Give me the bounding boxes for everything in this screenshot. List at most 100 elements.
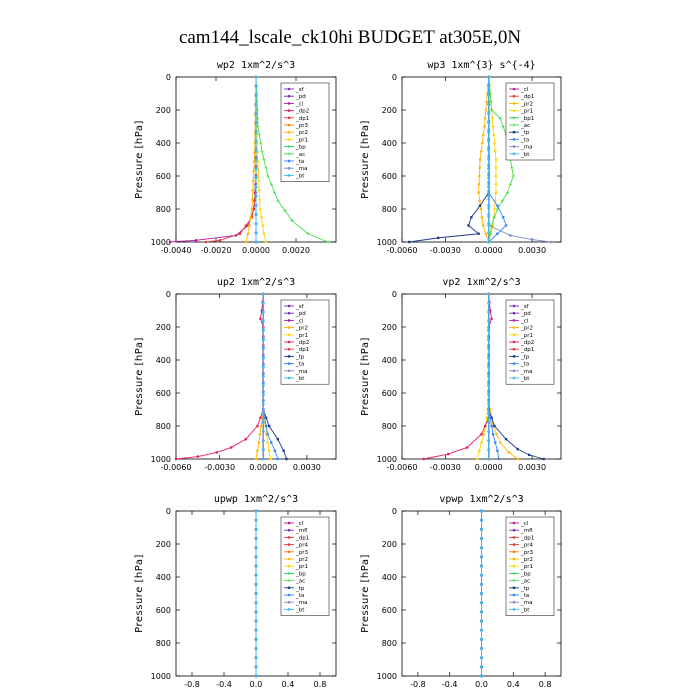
- legend-marker-pr2: [287, 326, 291, 329]
- data-point-pr1: [491, 125, 495, 128]
- x-tick-label: 0.0030: [518, 246, 546, 255]
- data-point-ac: [492, 215, 497, 219]
- data-point-pr1: [260, 215, 263, 219]
- data-point-bt: [487, 94, 491, 97]
- legend-marker-cl: [287, 102, 291, 105]
- legend-marker-pr1: [512, 564, 516, 568]
- data-point-ac: [256, 116, 260, 120]
- legend-marker-ta: [287, 362, 291, 365]
- data-point-ac: [511, 174, 515, 178]
- legend-marker-ac: [287, 152, 291, 156]
- panel-title: upwp 1xm^2/s^3: [214, 494, 298, 505]
- data-point-tp: [478, 204, 482, 207]
- legend-label: _pr4: [520, 543, 534, 549]
- legend-label: _pr1: [520, 109, 533, 115]
- data-point-bt: [254, 176, 258, 180]
- legend-label: _ac: [520, 579, 530, 585]
- data-point-pr2: [250, 207, 254, 211]
- data-point-pr2: [484, 108, 488, 112]
- legend-label: _pr3: [295, 123, 309, 129]
- legend-label: _pr2: [295, 130, 308, 136]
- data-point-bt: [487, 240, 491, 244]
- y-tick-label: 400: [156, 139, 171, 148]
- data-point-bt: [487, 292, 491, 296]
- data-point-ac: [256, 124, 260, 129]
- data-point-bt: [480, 610, 483, 614]
- x-tick-label: 0.0000: [475, 463, 503, 472]
- data-point-pr1: [494, 191, 498, 194]
- y-tick-label: 600: [382, 389, 397, 398]
- x-tick-label: -0.0060: [387, 463, 418, 472]
- data-point-pr1: [485, 416, 489, 420]
- data-point-ta: [496, 449, 499, 452]
- data-point-ta: [501, 216, 505, 219]
- data-point-pr1: [262, 232, 266, 236]
- x-tick-label: 0.0000: [475, 246, 503, 255]
- legend-marker-ma: [287, 369, 291, 373]
- legend-label: _pd: [520, 311, 531, 317]
- x-tick-label: 0.0: [475, 680, 488, 689]
- y-tick-label: 200: [156, 323, 171, 332]
- data-point-dp2: [259, 416, 262, 420]
- legend-label: _tp: [520, 586, 530, 592]
- data-point-pr1: [269, 457, 272, 461]
- y-tick-label: 800: [382, 422, 397, 431]
- data-point-bt: [480, 528, 483, 531]
- x-tick-label: -0.8: [410, 680, 426, 689]
- data-point-bt: [487, 430, 491, 433]
- data-point-bt: [254, 537, 258, 540]
- data-point-bt: [254, 592, 258, 595]
- data-point-bt: [487, 194, 491, 198]
- legend-marker-sf: [287, 304, 291, 308]
- data-point-bt: [487, 366, 491, 369]
- data-point-bt: [480, 656, 483, 659]
- panel-title: vpwp 1xm^2/s^3: [439, 494, 523, 505]
- legend-label: _dp1: [520, 535, 534, 541]
- data-point-dp2: [483, 424, 487, 428]
- y-tick-label: 0: [392, 73, 397, 82]
- data-point-bt: [254, 75, 258, 79]
- data-point-pr2: [478, 199, 481, 203]
- data-point-pr2: [484, 232, 488, 236]
- figure-title: cam144_lscale_ck10hi BUDGET at305E,0N: [179, 27, 521, 48]
- data-point-bt: [480, 674, 483, 678]
- legend-label: _pr1: [520, 333, 533, 339]
- data-point-tp: [470, 216, 473, 219]
- legend-marker-ac: [512, 579, 516, 583]
- y-tick-label: 1000: [151, 455, 171, 464]
- x-tick-label: 0.0020: [282, 246, 310, 255]
- legend-marker-ac: [287, 579, 291, 583]
- legend: _cl_dp1_pr2 _pr1_bp1_ac_tp_ta _ma_bt: [505, 82, 555, 161]
- data-point-bt: [254, 94, 258, 97]
- data-point-bt: [487, 121, 491, 125]
- data-point-bt: [487, 311, 491, 314]
- data-point-bt: [261, 301, 265, 305]
- legend-marker-dp2: [287, 109, 291, 112]
- legend-label: _pr1: [295, 564, 308, 570]
- legend-label: _ta: [295, 362, 304, 368]
- data-point-ta: [497, 457, 501, 461]
- data-point-bt: [261, 375, 265, 378]
- y-tick-label: 200: [382, 323, 397, 332]
- data-point-bt: [487, 338, 491, 342]
- legend-marker-dp2: [287, 340, 291, 344]
- data-point-tp: [282, 449, 285, 452]
- data-point-ac: [257, 133, 261, 137]
- data-point-ta: [504, 224, 508, 227]
- legend-label: _dp1: [520, 347, 534, 353]
- data-point-bt: [487, 457, 491, 461]
- legend-marker-tp: [512, 355, 516, 358]
- data-point-ac: [508, 182, 513, 186]
- data-point-bt: [261, 311, 265, 314]
- y-tick-label: 800: [156, 422, 171, 431]
- data-point-pr1: [257, 179, 261, 183]
- legend-label: _dp2: [295, 340, 309, 346]
- data-point-tp: [477, 232, 480, 235]
- data-point-pr2: [480, 141, 484, 145]
- data-point-pr2: [257, 441, 261, 444]
- data-point-tp: [436, 236, 440, 240]
- data-point-bt: [480, 573, 483, 577]
- legend-marker-bp: [512, 571, 516, 575]
- data-point-tp: [542, 457, 545, 461]
